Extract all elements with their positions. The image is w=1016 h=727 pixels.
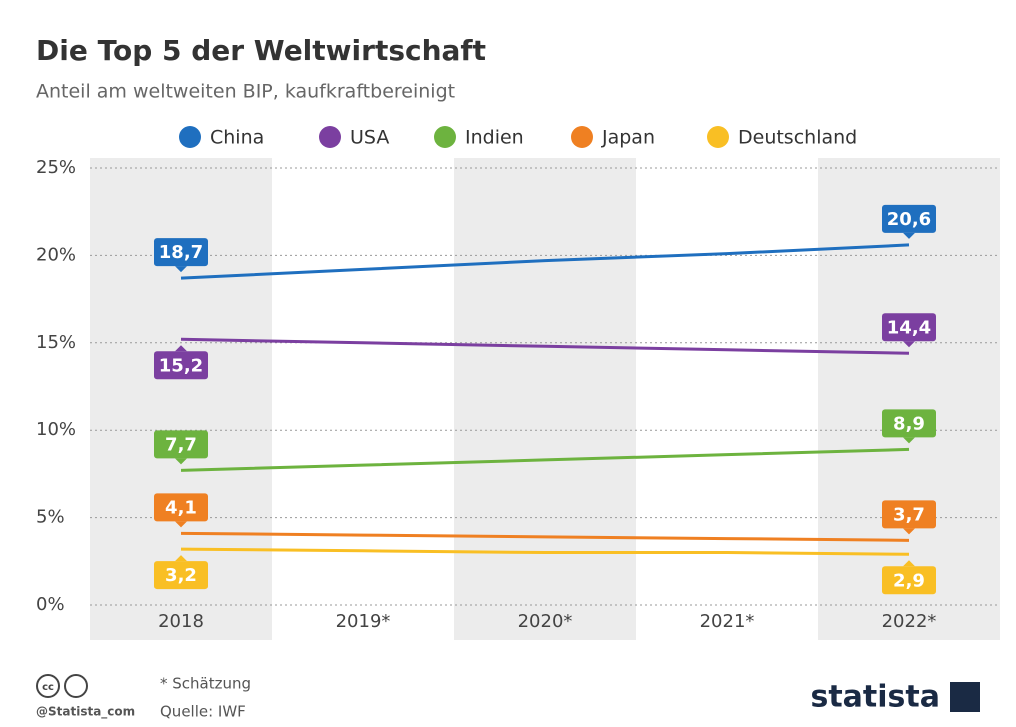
credit: @Statista_com: [36, 705, 135, 720]
label-pointer: [903, 437, 915, 444]
y-tick-label: 20%: [36, 244, 76, 265]
label-box: [154, 351, 208, 380]
value-label: 20,6: [882, 204, 936, 239]
legend-label: China: [210, 127, 264, 149]
label-box: [882, 500, 936, 529]
label-pointer: [903, 560, 915, 567]
data-label: 2,9: [893, 570, 925, 591]
label-box: [154, 238, 208, 267]
data-label: 3,2: [165, 565, 197, 586]
data-label: 3,7: [893, 504, 925, 525]
label-box: [154, 561, 208, 590]
chart-subtitle: Anteil am weltweiten BIP, kaufkraftberei…: [36, 81, 455, 103]
source: Quelle: IWF: [160, 703, 246, 721]
brand-logo: statista: [810, 680, 940, 715]
legend-swatch: [571, 126, 593, 148]
value-label: 18,7: [154, 238, 208, 273]
y-tick-label: 10%: [36, 419, 76, 440]
legend-label: USA: [350, 127, 389, 149]
value-label: 8,9: [882, 409, 936, 444]
value-label: 3,7: [882, 500, 936, 535]
column-band: [454, 158, 636, 640]
series-line: [180, 337, 910, 355]
legend-swatch: [319, 126, 341, 148]
label-pointer: [175, 345, 187, 352]
label-pointer: [175, 266, 187, 273]
label-box: [882, 313, 936, 342]
y-tick-label: 25%: [36, 157, 76, 178]
label-pointer: [175, 458, 187, 465]
value-label: 14,4: [882, 313, 936, 348]
legend-label: Indien: [465, 127, 524, 149]
label-pointer: [903, 232, 915, 239]
label-box: [882, 204, 936, 233]
y-tick-label: 15%: [36, 332, 76, 353]
series-line: [180, 547, 910, 556]
value-label: 15,2: [154, 345, 208, 380]
data-label: 4,1: [165, 497, 197, 518]
data-label: 20,6: [887, 209, 931, 230]
legend-swatch: [707, 126, 729, 148]
label-pointer: [175, 555, 187, 562]
data-label: 18,7: [159, 242, 203, 263]
label-box: [882, 409, 936, 438]
y-tick-label: 0%: [36, 594, 65, 615]
data-label: 15,2: [159, 355, 203, 376]
label-box: [154, 493, 208, 522]
label-box: [882, 566, 936, 595]
value-label: 7,7: [154, 430, 208, 465]
legend-swatch: [434, 126, 456, 148]
label-pointer: [175, 521, 187, 528]
chart-title: Die Top 5 der Weltwirtschaft: [36, 34, 486, 67]
x-tick-label: 2021*: [700, 611, 755, 632]
x-tick-label: 2022*: [882, 611, 937, 632]
legend-swatch: [179, 126, 201, 148]
x-tick-label: 2020*: [518, 611, 573, 632]
svg-text:cc: cc: [42, 682, 54, 693]
y-tick-label: 5%: [36, 507, 65, 528]
legend-label: Deutschland: [738, 127, 857, 149]
label-pointer: [903, 341, 915, 348]
value-label: 4,1: [154, 493, 208, 528]
data-label: 8,9: [893, 413, 925, 434]
data-label: 14,4: [887, 317, 931, 338]
x-tick-label: 2018: [158, 611, 204, 632]
value-label: 2,9: [882, 560, 936, 595]
label-pointer: [903, 528, 915, 535]
series-line: [180, 531, 910, 542]
x-tick-label: 2019*: [336, 611, 391, 632]
value-label: 3,2: [154, 555, 208, 590]
brand-icon: [950, 682, 980, 712]
series-line: [180, 243, 910, 280]
label-box: [154, 430, 208, 459]
data-label: 7,7: [165, 434, 197, 455]
cc-icons: cc: [36, 674, 88, 698]
legend-label: Japan: [601, 127, 655, 149]
footnote: * Schätzung: [160, 675, 251, 693]
series-line: [180, 447, 910, 472]
